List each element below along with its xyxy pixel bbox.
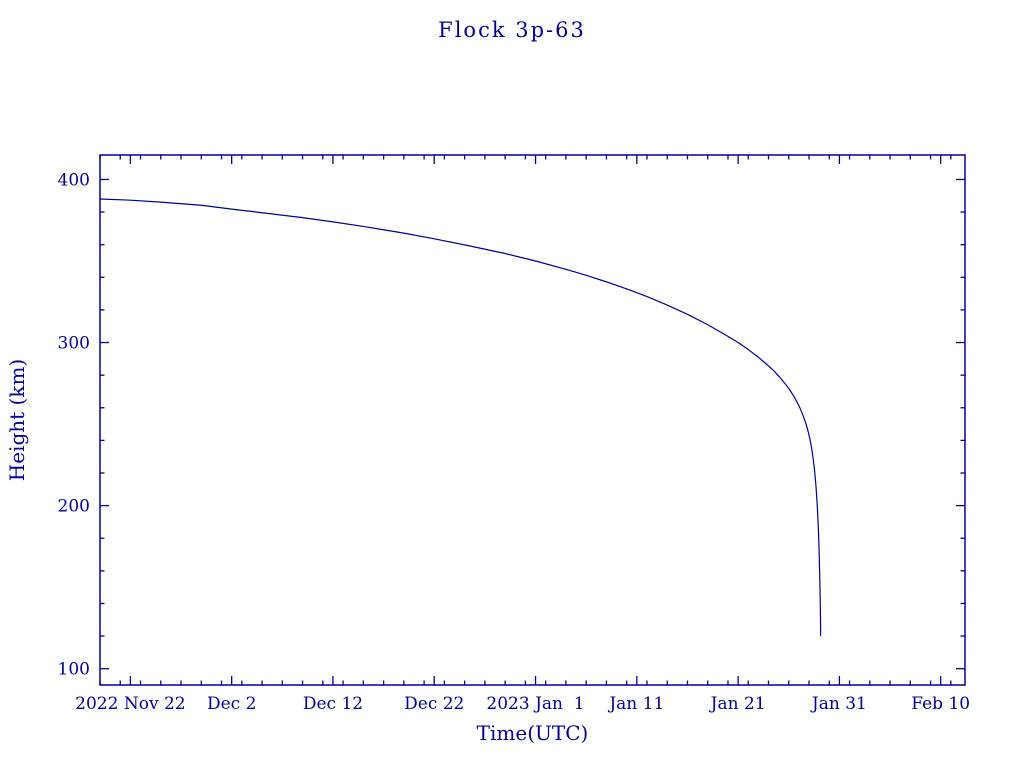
y-tick-label: 100: [58, 660, 90, 680]
x-tick-label: Jan 31: [810, 694, 867, 714]
x-tick-label: Dec 2: [207, 694, 256, 714]
y-tick-label: 200: [58, 497, 90, 517]
x-tick-label: Dec 22: [404, 694, 464, 714]
decay-curve: [99, 198, 822, 637]
chart-title: Flock 3p-63: [438, 18, 586, 42]
x-tick-label: Dec 12: [303, 694, 363, 714]
y-tick-label: 400: [58, 170, 90, 190]
x-axis-label: Time(UTC): [476, 721, 589, 745]
x-tick-label: Jan 21: [709, 694, 766, 714]
y-tick-label: 300: [58, 334, 90, 354]
axis-box: [99, 154, 966, 686]
x-tick-label: Jan 11: [607, 694, 664, 714]
x-tick-label: Feb 10: [911, 694, 970, 714]
x-tick-label: 2023 Jan 1: [486, 694, 584, 714]
x-tick-label: 2022 Nov 22: [75, 694, 185, 714]
